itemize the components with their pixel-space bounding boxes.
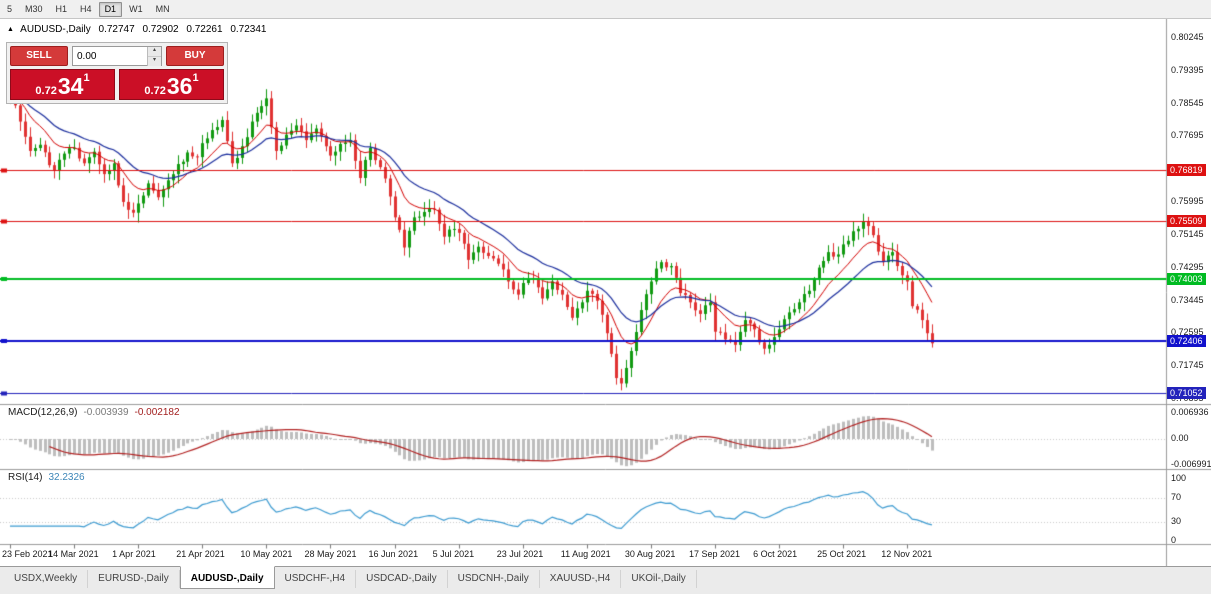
- timeframe-button-5[interactable]: 5: [7, 3, 13, 14]
- buy-button[interactable]: BUY: [166, 46, 224, 66]
- timeframe-button-mn[interactable]: MN: [155, 3, 170, 14]
- chart-tab-usdcad-daily[interactable]: USDCAD-,Daily: [356, 570, 448, 588]
- ohlc-close: 0.72341: [230, 24, 267, 35]
- chart-tab-usdcnh-daily[interactable]: USDCNH-,Daily: [448, 570, 540, 588]
- sell-price-big: 34: [57, 73, 84, 99]
- rsi-value: 32.2326: [48, 472, 85, 483]
- ohlc-open: 0.72747: [98, 24, 135, 35]
- buy-price-display[interactable]: 0.72 36 1: [119, 69, 224, 100]
- volume-input[interactable]: 0.00 ▴ ▾: [72, 46, 162, 66]
- ohlc-high: 0.72902: [142, 24, 179, 35]
- sell-price-prefix: 0.72: [35, 85, 57, 97]
- timeframe-button-w1[interactable]: W1: [129, 3, 143, 14]
- timeframe-button-m30[interactable]: M30: [25, 3, 43, 14]
- rsi-indicator-label: RSI(14) 32.2326: [8, 472, 85, 483]
- sell-price-display[interactable]: 0.72 34 1: [10, 69, 115, 100]
- volume-spinner: ▴ ▾: [147, 46, 161, 66]
- macd-main-value: -0.003939: [83, 407, 129, 418]
- symbol-period-label: AUDUSD-,Daily: [20, 24, 91, 35]
- chart-tab-usdchf-h4[interactable]: USDCHF-,H4: [275, 570, 357, 588]
- macd-indicator-label: MACD(12,26,9) -0.003939 -0.002182: [8, 407, 180, 418]
- buy-price-sup: 1: [192, 72, 199, 84]
- rsi-title: RSI(14): [8, 472, 43, 483]
- timeframe-button-h4[interactable]: H4: [80, 3, 92, 14]
- chart-tab-ukoil-daily[interactable]: UKOil-,Daily: [621, 570, 697, 588]
- macd-signal-value: -0.002182: [134, 407, 180, 418]
- timeframe-button-d1[interactable]: D1: [98, 1, 123, 17]
- volume-increase-button[interactable]: ▴: [148, 46, 161, 57]
- chart-tab-usdx-weekly[interactable]: USDX,Weekly: [4, 570, 89, 588]
- chart-tab-eurusd-daily[interactable]: EURUSD-,Daily: [88, 570, 180, 588]
- chart-title: ▲ AUDUSD-,Daily 0.72747 0.72902 0.72261 …: [7, 24, 266, 35]
- chart-area: 0.80245 0.79395 0.78545 0.77695 0.76845 0.759…: [0, 19, 1211, 566]
- buy-price-prefix: 0.72: [144, 85, 166, 97]
- macd-title: MACD(12,26,9): [8, 407, 78, 418]
- volume-value[interactable]: 0.00: [77, 50, 97, 62]
- volume-decrease-button[interactable]: ▾: [148, 56, 161, 66]
- chart-tab-xauusd-h4[interactable]: XAUUSD-,H4: [540, 570, 622, 588]
- chart-tab-audusd-daily[interactable]: AUDUSD-,Daily: [179, 566, 275, 589]
- chart-tabs-bar: USDX,Weekly EURUSD-,Daily AUDUSD-,Daily USD…: [0, 566, 1211, 594]
- timeframe-toolbar: 5 M30 H1 H4 D1 W1 MN: [0, 0, 1211, 19]
- ohlc-low: 0.72261: [186, 24, 223, 35]
- buy-price-big: 36: [166, 73, 193, 99]
- one-click-trading-panel: SELL 0.00 ▴ ▾ BUY 0.72 34 1 0.72 36 1: [6, 42, 228, 104]
- timeframe-button-h1[interactable]: H1: [55, 3, 68, 14]
- chart-collapse-icon[interactable]: ▲: [7, 26, 14, 33]
- sell-button[interactable]: SELL: [10, 46, 68, 66]
- price-chart-canvas[interactable]: [0, 19, 1211, 566]
- sell-price-sup: 1: [83, 72, 90, 84]
